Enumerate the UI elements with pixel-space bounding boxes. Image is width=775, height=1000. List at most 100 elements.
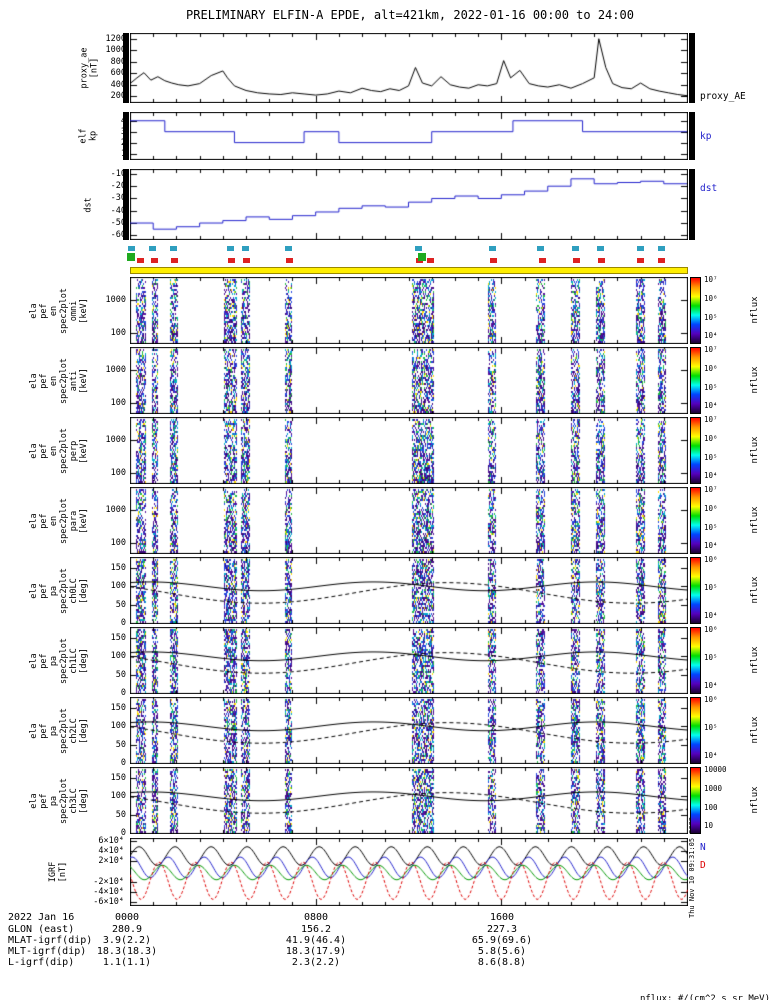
dst-ytick-4: -50 [110, 218, 126, 229]
en_anti-colorbar [690, 347, 701, 414]
en_perp-colorbar-tick-1: 10⁶ [704, 433, 718, 443]
pa_ch1LC-colorbar-tick-2: 10⁴ [704, 681, 718, 691]
green-zone-marker-1 [417, 253, 426, 261]
en_perp-colorbar-tick-0: 10⁷ [704, 415, 718, 424]
en_anti-plot-canvas [130, 347, 688, 414]
dst-plot-canvas [130, 169, 688, 240]
pa_ch1LC-ylabel-text: ela pef pa spec2plot ch1LC [deg] [29, 637, 89, 684]
teal-zone-marker-1 [149, 246, 157, 251]
en_perp-ylabel-text: ela pef en spec2plot perp [keV] [29, 427, 89, 474]
pa_ch1LC-colorbar-label: nflux [750, 645, 760, 674]
teal-zone-marker-10 [596, 246, 604, 251]
mlat-value-1: 41.9(46.4) [285, 935, 347, 946]
igrf-series-label-D: D [700, 860, 706, 871]
red-zone-marker-8 [489, 258, 497, 263]
en_omni-colorbar-tick-2: 10⁵ [704, 312, 718, 322]
mlt-value-0: 18.3(18.3) [96, 946, 158, 957]
pa_ch3LC-colorbar-tick-0: 10000 [704, 765, 727, 774]
pa_ch0LC-ytick-0: 150 [110, 563, 126, 573]
en_perp-ytick-0: 1000 [105, 435, 126, 446]
var-label-mlat: MLAT-igrf(dip) [8, 935, 93, 946]
red-zone-marker-3 [228, 258, 236, 263]
edge-ticks-left-kp [123, 112, 129, 160]
pa_ch2LC-ytick-3: 0 [120, 758, 126, 768]
dst-ylabel: dst [72, 169, 106, 240]
igrf-ytick-4: -4×10⁴ [93, 887, 124, 898]
time-tick-1600: 1600 [489, 912, 515, 923]
igrf-ylabel-text: IGRF [nT] [47, 861, 68, 883]
en_para-colorbar-label: nflux [750, 505, 760, 534]
en_anti-colorbar-tick-2: 10⁵ [704, 382, 718, 392]
pa_ch2LC-ylabel: ela pef pa spec2plot ch2LC [deg] [14, 697, 104, 764]
var-label-l: L-igrf(dip) [8, 957, 75, 968]
en_omni-ytick-0: 1000 [105, 295, 126, 306]
pa_ch2LC-ylabel-text: ela pef pa spec2plot ch2LC [deg] [29, 707, 89, 754]
igrf-ytick-3: -2×10⁴ [93, 876, 124, 887]
var-label-glon: GLON (east) [8, 924, 75, 935]
pa_ch0LC-ylabel: ela pef pa spec2plot ch0LC [deg] [14, 557, 104, 624]
green-zone-marker-0 [127, 253, 136, 261]
kp-ytick-2: 2 [94, 138, 126, 148]
pa_ch3LC-ylabel-text: ela pef pa spec2plot ch3LC [deg] [29, 777, 89, 824]
pa_ch3LC-ytick-2: 50 [115, 809, 126, 820]
kp-plot-canvas [130, 112, 688, 160]
date-label: 2022 Jan 16 [8, 912, 75, 923]
plot-credits: nflux: #/(cm^2 s sr MeV) Created: Thu No… [591, 974, 770, 1000]
edge-ticks-right-kp [689, 112, 695, 160]
pa_ch0LC-ylabel-text: ela pef pa spec2plot ch0LC [deg] [29, 567, 89, 614]
dst-right-label: dst [700, 183, 718, 194]
en_para-colorbar-tick-3: 10⁴ [704, 541, 718, 551]
en_omni-colorbar-tick-3: 10⁴ [704, 331, 718, 341]
en_para-colorbar-tick-1: 10⁶ [704, 503, 718, 513]
teal-zone-marker-3 [226, 246, 234, 251]
var-label-mlt: MLT-igrf(dip) [8, 946, 87, 957]
en_anti-ytick-0: 1000 [105, 365, 126, 376]
red-zone-marker-5 [286, 258, 294, 263]
en_perp-plot-canvas [130, 417, 688, 484]
time-tick-0800: 0800 [303, 912, 329, 923]
red-zone-marker-10 [573, 258, 581, 263]
en_para-ytick-0: 1000 [105, 505, 126, 516]
en_perp-ytick-1: 100 [110, 468, 126, 479]
plot-title: PRELIMINARY ELFIN-A EPDE, alt=421km, 202… [186, 8, 634, 22]
proxy_ae-ytick-2: 800 [110, 56, 126, 67]
pa_ch1LC-ytick-1: 100 [110, 651, 126, 662]
pa_ch0LC-colorbar-tick-0: 10⁶ [704, 555, 718, 564]
edge-ticks-right-dst [689, 169, 695, 240]
pa_ch0LC-plot-canvas [130, 557, 688, 624]
red-zone-marker-4 [243, 258, 251, 263]
pa_ch0LC-colorbar-tick-2: 10⁴ [704, 611, 718, 621]
red-zone-marker-1 [151, 258, 159, 263]
dst-ytick-0: -10 [110, 168, 126, 179]
proxy_ae-ytick-5: 200 [110, 91, 126, 102]
pa_ch3LC-plot-canvas [130, 767, 688, 834]
pa_ch3LC-ytick-3: 0 [120, 828, 126, 838]
edge-ticks-left-dst [123, 169, 129, 240]
pa_ch1LC-colorbar-tick-0: 10⁶ [704, 625, 718, 634]
en_anti-colorbar-tick-1: 10⁶ [704, 363, 718, 373]
red-zone-marker-13 [658, 258, 666, 263]
teal-zone-marker-8 [537, 246, 545, 251]
dst-ytick-2: -30 [110, 193, 126, 204]
teal-zone-marker-11 [637, 246, 645, 251]
pa_ch3LC-ytick-1: 100 [110, 791, 126, 802]
igrf-series-label-N: N [700, 842, 706, 853]
edge-ticks-left-proxy_ae [123, 33, 129, 103]
pa_ch1LC-ytick-0: 150 [110, 633, 126, 643]
en_para-ylabel: ela pef en spec2plot para [keV] [14, 487, 104, 554]
pa_ch0LC-ytick-3: 0 [120, 618, 126, 628]
red-zone-marker-0 [137, 258, 145, 263]
teal-zone-marker-4 [242, 246, 250, 251]
teal-zone-marker-9 [572, 246, 580, 251]
pa_ch0LC-colorbar [690, 557, 701, 624]
kp-right-label: kp [700, 131, 712, 142]
en_perp-colorbar-tick-2: 10⁵ [704, 452, 718, 462]
en_perp-ylabel: ela pef en spec2plot perp [keV] [14, 417, 104, 484]
en_omni-ytick-1: 100 [110, 328, 126, 339]
pa_ch3LC-colorbar [690, 767, 701, 834]
en_perp-colorbar [690, 417, 701, 484]
proxy_ae-ytick-3: 600 [110, 68, 126, 79]
pa_ch2LC-ytick-0: 150 [110, 703, 126, 713]
pa_ch2LC-ytick-1: 100 [110, 721, 126, 732]
pa_ch0LC-colorbar-label: nflux [750, 575, 760, 604]
